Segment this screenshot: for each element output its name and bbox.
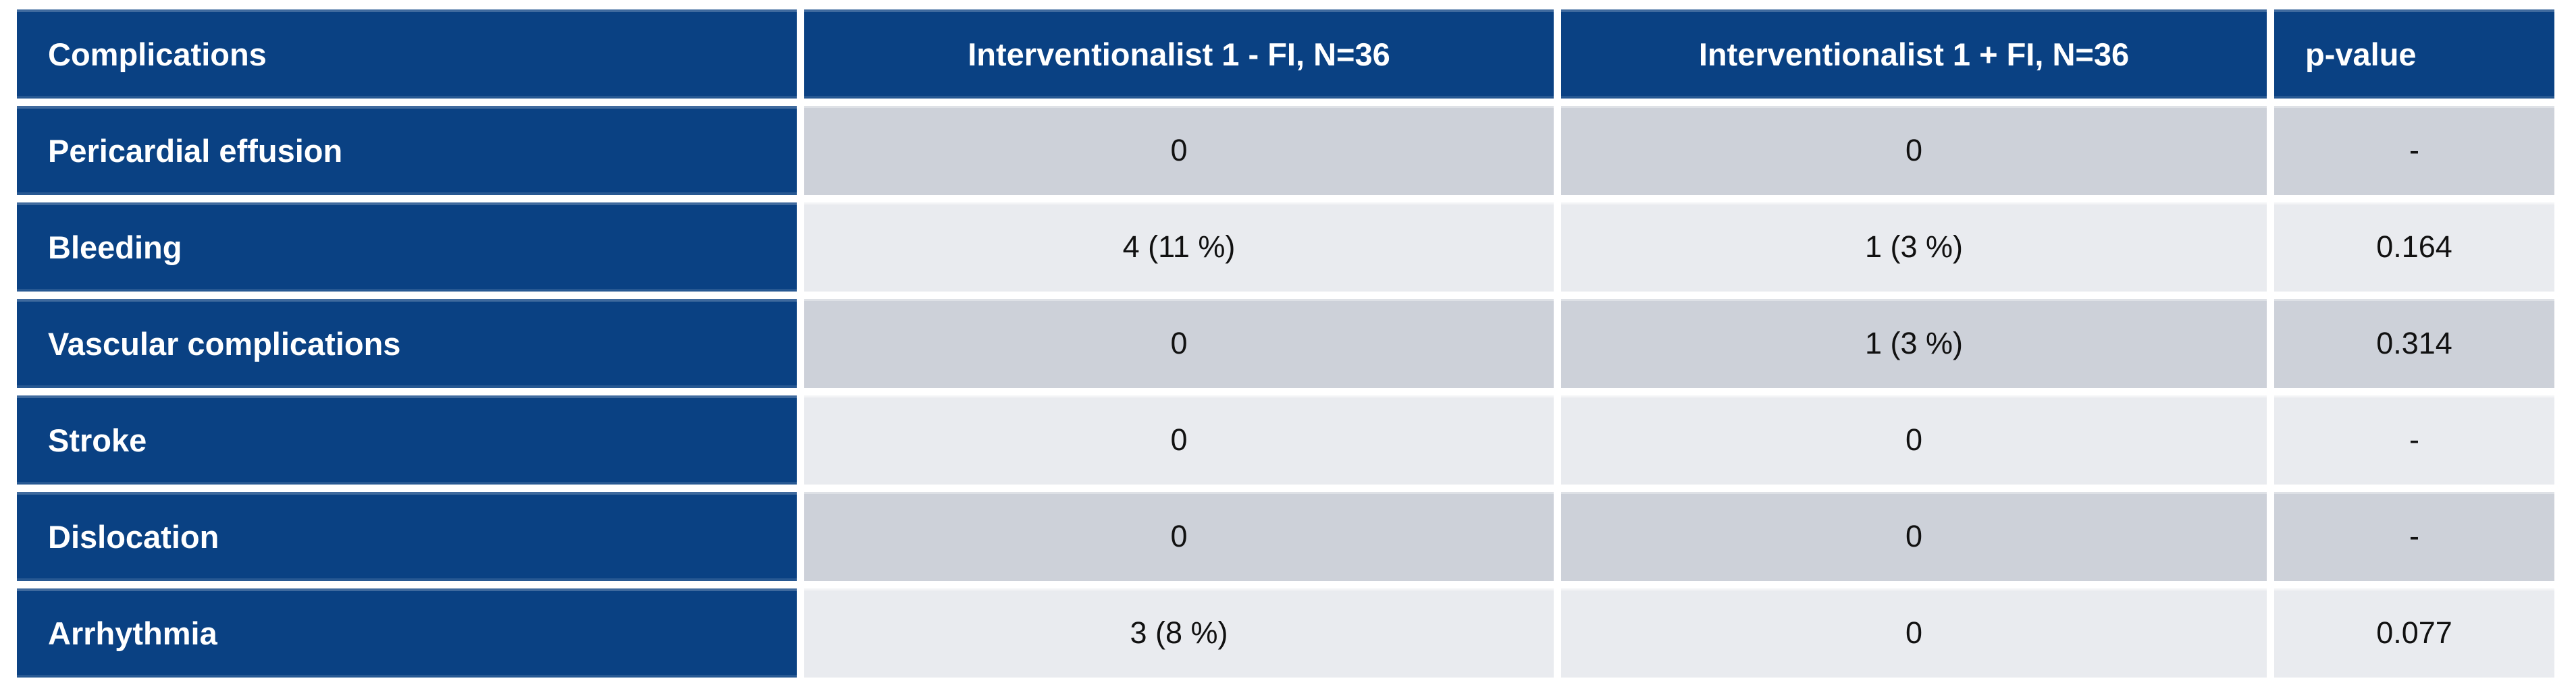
complications-table: Complications Interventionalist 1 - FI, … [17,9,2554,678]
cell-arrhythmia-p-value: 0.077 [2274,588,2554,678]
cell-arrhythmia-minus-fi: 3 (8 %) [804,588,1554,678]
row-label-stroke: Stroke [17,395,797,485]
cell-vascular-complications-minus-fi: 0 [804,299,1554,388]
cell-stroke-p-value: - [2274,395,2554,485]
cell-bleeding-plus-fi: 1 (3 %) [1561,202,2267,292]
cell-arrhythmia-plus-fi: 0 [1561,588,2267,678]
row-label-bleeding: Bleeding [17,202,797,292]
column-header-p-value: p-value [2274,9,2554,99]
cell-stroke-plus-fi: 0 [1561,395,2267,485]
cell-pericardial-effusion-plus-fi: 0 [1561,106,2267,195]
cell-vascular-complications-plus-fi: 1 (3 %) [1561,299,2267,388]
cell-dislocation-p-value: - [2274,492,2554,581]
row-label-vascular-complications: Vascular complications [17,299,797,388]
cell-bleeding-minus-fi: 4 (11 %) [804,202,1554,292]
cell-dislocation-plus-fi: 0 [1561,492,2267,581]
column-header-interventionalist-minus-fi: Interventionalist 1 - FI, N=36 [804,9,1554,99]
row-label-arrhythmia: Arrhythmia [17,588,797,678]
cell-vascular-complications-p-value: 0.314 [2274,299,2554,388]
cell-bleeding-p-value: 0.164 [2274,202,2554,292]
cell-pericardial-effusion-minus-fi: 0 [804,106,1554,195]
row-label-pericardial-effusion: Pericardial effusion [17,106,797,195]
row-label-dislocation: Dislocation [17,492,797,581]
cell-dislocation-minus-fi: 0 [804,492,1554,581]
column-header-complications: Complications [17,9,797,99]
cell-stroke-minus-fi: 0 [804,395,1554,485]
column-header-interventionalist-plus-fi: Interventionalist 1 + FI, N=36 [1561,9,2267,99]
cell-pericardial-effusion-p-value: - [2274,106,2554,195]
